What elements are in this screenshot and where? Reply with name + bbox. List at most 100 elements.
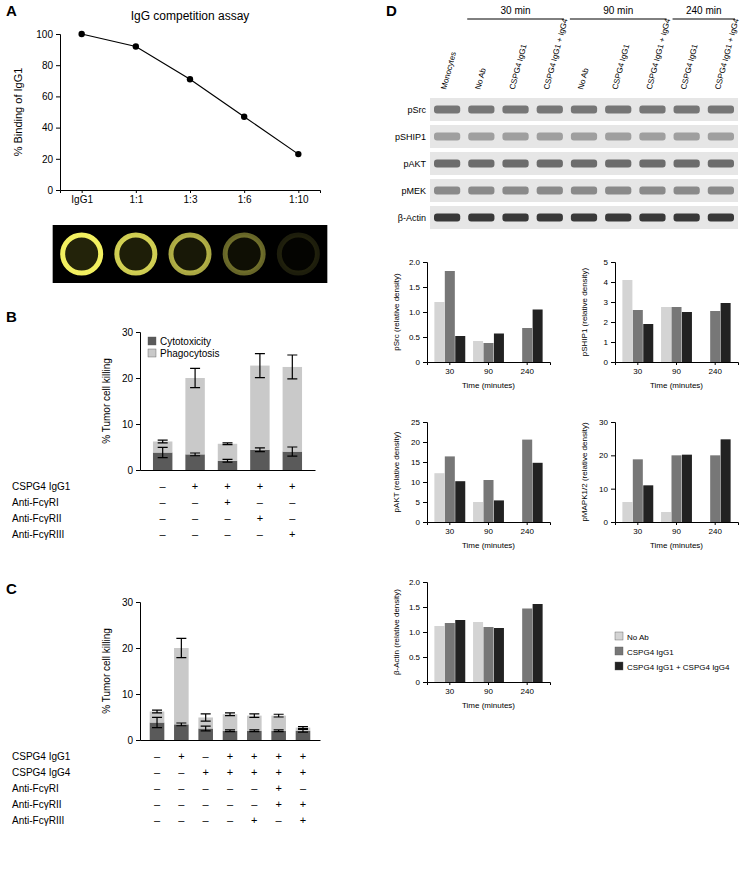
y-axis: 00.51.01.52.0 [409, 578, 428, 687]
blot-strip [430, 152, 738, 175]
cell-image-ring [225, 235, 263, 273]
bar [483, 627, 493, 682]
blot-band [502, 106, 528, 114]
blot-band [537, 106, 563, 114]
bar [483, 480, 493, 522]
legend-swatch [615, 632, 623, 640]
y-tick-label: 20 [599, 451, 608, 460]
y-tick: 4 [604, 278, 615, 287]
condition-cell: + [275, 750, 281, 762]
y-tick: 40 [42, 122, 60, 133]
y-tick-mark [611, 455, 615, 456]
condition-cell: + [227, 750, 233, 762]
x-tick: 240 [520, 362, 534, 376]
error-bar [158, 447, 168, 457]
x-axis-line [428, 683, 551, 686]
y-tick: 1.5 [409, 283, 427, 292]
blot-band [537, 133, 563, 141]
condition-cell: – [227, 814, 234, 826]
condition-cell: – [192, 528, 199, 540]
y-tick-label: 2 [604, 318, 609, 327]
x-axis-line [428, 523, 551, 526]
bar [250, 366, 269, 450]
bar [682, 312, 692, 362]
y-tick-label: 20 [122, 643, 134, 654]
y-tick-mark [423, 632, 427, 633]
condition-label: Anti-FcγRII [12, 799, 61, 810]
x-axis-line [616, 523, 739, 526]
error-bar [176, 638, 186, 657]
y-tick: 10 [599, 485, 615, 494]
legend-swatch [148, 337, 156, 345]
bar [671, 455, 681, 522]
lane-label: CSPG4 IgG1 [679, 43, 700, 91]
blot-band [639, 106, 665, 114]
y-tick: 100 [36, 29, 60, 40]
blot-band [537, 214, 563, 222]
y-tick: 20 [411, 438, 427, 447]
condition-cell: – [178, 782, 185, 794]
y-tick-label: 20 [42, 154, 54, 165]
x-tick-mark [449, 362, 450, 365]
y-tick-mark [136, 424, 140, 425]
x-axis: 3090240 [428, 682, 551, 696]
x-tick-label: 1:10 [289, 194, 309, 205]
y-tick: 2 [604, 318, 615, 327]
condition-cell: – [192, 496, 199, 508]
blot-strip [430, 206, 738, 229]
blot-row-label: pAKT [403, 159, 426, 169]
blot-band [502, 214, 528, 222]
blot-band [674, 160, 700, 168]
condition-cell: + [192, 480, 198, 492]
blot-band [537, 160, 563, 168]
y-tick-label: 20 [122, 373, 134, 384]
blot-band [639, 160, 665, 168]
x-tick-label: 1:3 [184, 194, 198, 205]
x-tick-label: 30 [445, 687, 454, 696]
blot-band [605, 187, 631, 195]
y-tick-label: 0 [127, 735, 133, 746]
time-label: 90 min [603, 5, 633, 16]
y-tick-label: 40 [42, 122, 54, 133]
blot-band [639, 214, 665, 222]
y-axis-title: % Binding of IgG1 [12, 68, 24, 157]
plot-area [434, 440, 542, 522]
legend-label: No Ab [627, 633, 649, 642]
bar [271, 731, 286, 740]
y-axis-line [136, 333, 141, 471]
bar [522, 440, 532, 522]
y-tick-label: 10 [122, 689, 134, 700]
blot-band [571, 106, 597, 114]
lane-label: No Ab [474, 67, 488, 91]
y-tick-label: 1 [604, 338, 609, 347]
condition-cell: – [203, 814, 210, 826]
y-tick: 20 [122, 373, 140, 384]
x-tick-label: 240 [520, 527, 534, 536]
condition-cell: – [178, 814, 185, 826]
cell-image-bg [107, 225, 165, 283]
condition-cell: + [300, 766, 306, 778]
bar [473, 502, 483, 522]
blot-band [605, 214, 631, 222]
x-tick: 30 [445, 362, 454, 376]
blot-band [434, 214, 460, 222]
legend-label: CSPG4 IgG1 [627, 648, 674, 657]
chart: 0102030% Tumor cell killingCSPG4 IgG1–+–… [12, 597, 321, 826]
condition-cell: – [224, 528, 231, 540]
y-tick-mark [423, 482, 427, 483]
bar [455, 620, 465, 682]
x-tick-mark [488, 682, 489, 685]
y-tick: 30 [122, 327, 140, 338]
cell-image-ring [63, 235, 101, 273]
bar [271, 716, 286, 731]
y-tick-label: 1.5 [409, 283, 421, 292]
bar [434, 626, 444, 682]
y-tick-mark [136, 694, 140, 695]
y-tick-mark [423, 262, 427, 263]
lane-label: CSPG4 IgG1 [610, 43, 631, 91]
blot-band [571, 160, 597, 168]
bar [710, 455, 720, 522]
y-tick-label: 1.0 [409, 308, 421, 317]
legend: No AbCSPG4 IgG1CSPG4 IgG1 + CSPG4 IgG4 [615, 632, 730, 672]
blot-band [571, 214, 597, 222]
